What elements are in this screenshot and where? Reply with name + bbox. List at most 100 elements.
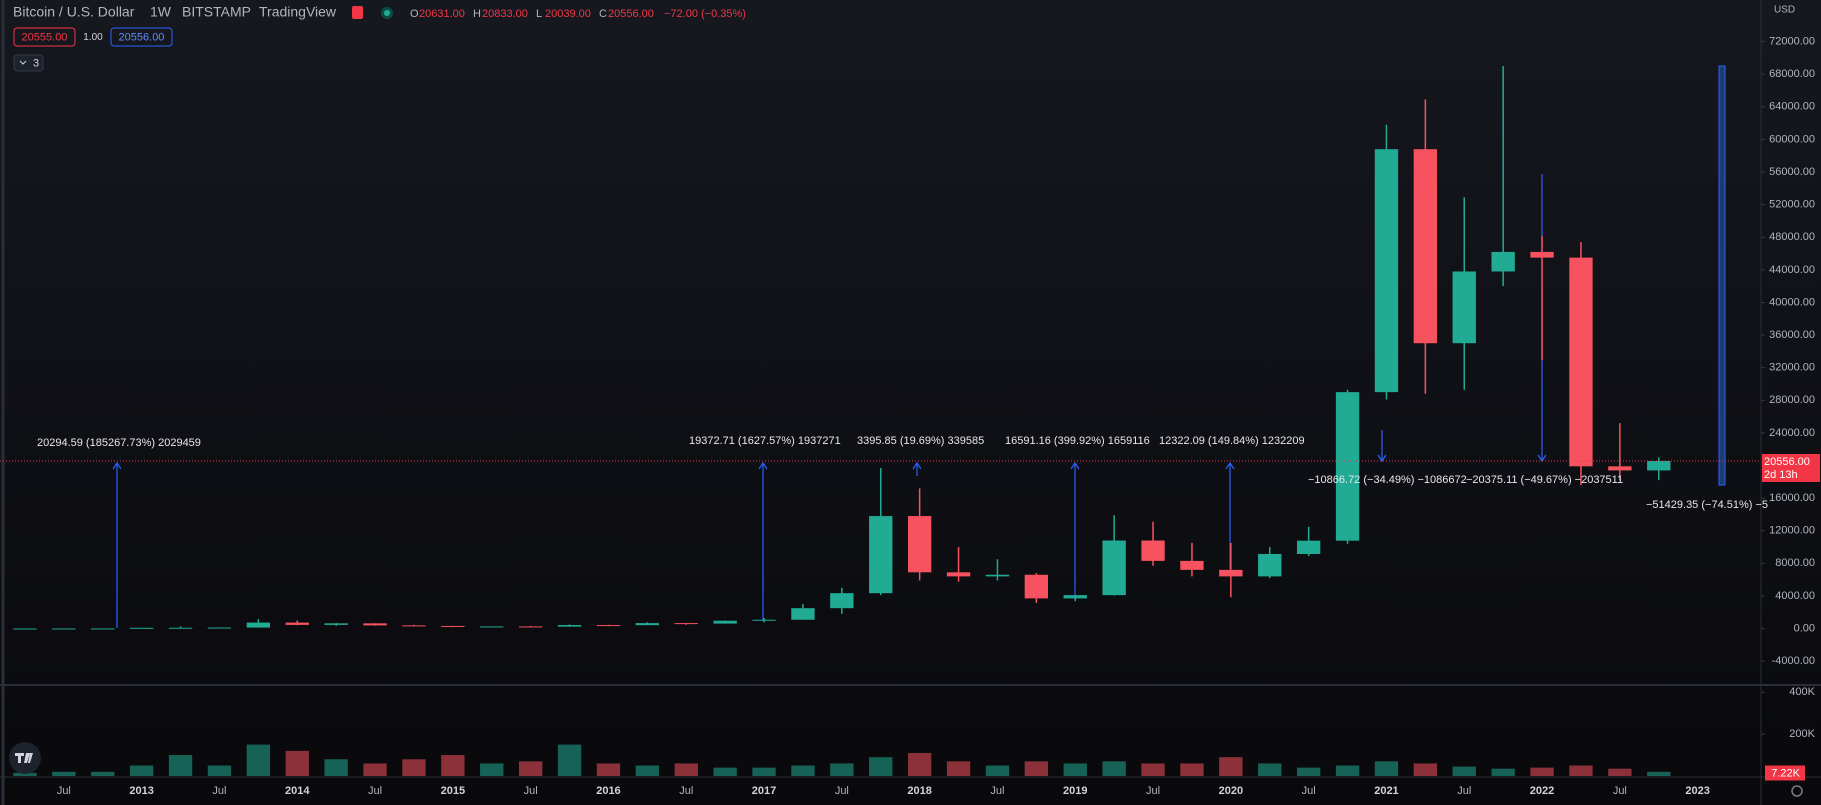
candle-body: [13, 628, 37, 630]
volume-bar: [946, 761, 971, 776]
y-tick-label: 68000.00: [1769, 68, 1815, 80]
x-tick-label: Jul: [368, 785, 382, 797]
ohlc-key: L: [536, 8, 542, 20]
candle-body: [246, 622, 271, 628]
candle-body: [91, 628, 115, 630]
volume-bar: [129, 765, 154, 776]
buy-price: 20556.00: [119, 31, 165, 43]
chevron: [19, 60, 27, 65]
volume-bar: [1063, 763, 1087, 776]
volume-bar: [830, 763, 854, 776]
volume-bar: [285, 750, 309, 776]
y-tick-label: 24000.00: [1769, 427, 1815, 439]
volume-bar: [1335, 765, 1360, 776]
x-tick-label: Jul: [835, 785, 849, 797]
candle-body: [1608, 466, 1632, 471]
x-tick-label: 2017: [752, 785, 776, 797]
volume-bar: [441, 755, 465, 776]
volume-bar: [1296, 767, 1321, 776]
y-tick-label: 72000.00: [1769, 35, 1815, 47]
arrow-head: [1377, 454, 1387, 463]
y-tick-label: 44000.00: [1769, 264, 1815, 276]
ohlc-legend: O 20631.00 H 20833.00 L 20039.00 C 20556.00: [410, 8, 654, 20]
x-tick-label: Jul: [1457, 785, 1471, 797]
y-tick-label: 60000.00: [1769, 133, 1815, 145]
ohlc-value: 20039.00: [545, 8, 591, 20]
volume-bar: [752, 767, 776, 776]
source: TradingView: [259, 4, 337, 20]
candle-body: [1647, 460, 1671, 471]
volume-bar: [674, 763, 698, 776]
volume-bar: [207, 765, 232, 776]
volume-bar: [1530, 767, 1554, 776]
candle-body: [1063, 595, 1087, 599]
candle-body: [557, 625, 582, 627]
x-tick-label: 2020: [1219, 785, 1243, 797]
x-tick-label: Jul: [524, 785, 538, 797]
currency[interactable]: USD: [1774, 5, 1795, 16]
change: −72.00 (−0.35%): [664, 8, 746, 20]
indicators-toggle[interactable]: [13, 54, 44, 72]
candle-body: [207, 627, 232, 629]
y-tick-label: 0.00: [1794, 622, 1815, 634]
price-label: 20556.00: [1764, 456, 1810, 468]
candle-body: [1569, 257, 1593, 467]
x-tick-label: 2022: [1530, 785, 1554, 797]
x-tick-label: 2023: [1685, 785, 1709, 797]
candle-body: [596, 625, 621, 627]
candle-body: [830, 593, 854, 609]
y-tick-label: 56000.00: [1769, 166, 1815, 178]
volume-bar: [1647, 771, 1671, 776]
candle-body: [285, 622, 309, 625]
candle-body: [518, 626, 543, 628]
y-tick-label: 52000.00: [1769, 199, 1815, 211]
volume-bar: [402, 759, 426, 776]
arrow-head: [1070, 461, 1080, 470]
y-tick-label: 8000.00: [1775, 557, 1815, 569]
symbol[interactable]: Bitcoin / U.S. Dollar: [13, 4, 135, 20]
buy-button[interactable]: [110, 27, 173, 47]
candle-body: [946, 572, 971, 577]
x-tick-label: Jul: [679, 785, 693, 797]
settings-icon[interactable]: [1791, 785, 1803, 797]
volume-bar: [791, 765, 815, 776]
x-tick-label: 2013: [129, 785, 153, 797]
exchange: BITSTAMP: [182, 4, 251, 20]
y-tick-label: 40000.00: [1769, 296, 1815, 308]
volume-bar: [907, 752, 932, 776]
volume-bar: [1102, 761, 1126, 776]
countdown: 2d 13h: [1764, 469, 1798, 481]
candle-body: [869, 516, 893, 594]
candle-body: [129, 627, 154, 629]
volume-bar: [91, 771, 115, 776]
measure-label: 3395.85 (19.69%) 339585: [857, 435, 984, 447]
price-label-box: [1762, 453, 1820, 482]
volume-bar: [1374, 761, 1399, 776]
volume-bar: [1180, 763, 1204, 776]
sell-button[interactable]: [13, 27, 76, 47]
candle-body: [1452, 271, 1476, 344]
y-tick-label: 12000.00: [1769, 525, 1815, 537]
candle-body: [52, 628, 76, 630]
plot: 72000.00 68000.00 64000.00 60000.00 56000.00…: [0, 35, 1820, 797]
interval[interactable]: 1W: [150, 4, 172, 20]
volume-bar: [1569, 765, 1593, 776]
volume-bar: [480, 763, 504, 776]
measure-label: 20294.59 (185267.73%) 2029459: [37, 437, 201, 449]
y-tick-label: 36000.00: [1769, 329, 1815, 341]
y-tick-label: 28000.00: [1769, 394, 1815, 406]
x-tick-label: Jul: [1146, 785, 1160, 797]
flag-icon[interactable]: [352, 6, 363, 19]
measure-range: [1718, 65, 1726, 486]
volume-bar: [52, 771, 76, 776]
volume-bar: [1452, 766, 1476, 776]
indicators-count: 3: [33, 57, 39, 69]
candle-body: [752, 619, 776, 621]
ohlc-key: C: [599, 8, 607, 20]
x-tick-label: 2014: [285, 785, 310, 797]
candle-body: [985, 574, 1010, 577]
volume-label: 7.22K: [1771, 767, 1800, 779]
volume-bar: [596, 763, 621, 776]
volume-bar: [985, 765, 1010, 776]
volume-bar: [1219, 757, 1243, 776]
